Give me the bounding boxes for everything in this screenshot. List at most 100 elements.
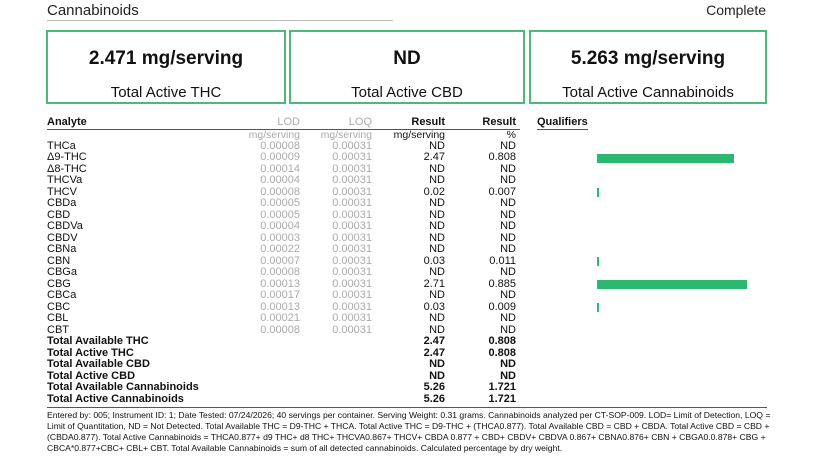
- unit-loq: mg/serving: [320, 129, 372, 141]
- result-pct-value: ND: [500, 208, 516, 221]
- footnote: Entered by: 005; Instrument ID: 1; Date …: [47, 410, 771, 453]
- result-pct-value: ND: [500, 243, 516, 255]
- analyte-name: CBNa: [47, 243, 77, 255]
- total-result: ND: [429, 369, 445, 382]
- loq-value: 0.00031: [332, 231, 372, 244]
- loq-value: 0.00031: [332, 208, 372, 221]
- total-name: Total Available Cannabinoids: [47, 381, 199, 393]
- lod-value: 0.00008: [260, 185, 300, 198]
- result-pct-value: ND: [500, 312, 516, 324]
- analyte-name: THCV: [47, 185, 77, 198]
- table-row: CBL 0.00021 0.00031 ND ND: [0, 312, 815, 325]
- result-value: ND: [429, 243, 445, 255]
- loq-value: 0.00031: [332, 266, 372, 278]
- table-row: Δ9-THC 0.00009 0.00031 2.47 0.808: [0, 151, 815, 164]
- result-pct-value: ND: [500, 197, 516, 209]
- total-row: Total Available THC 2.47 0.808: [0, 335, 815, 348]
- result-pct-value: 0.009: [488, 300, 516, 313]
- unit-lod: mg/serving: [248, 129, 300, 141]
- lod-value: 0.00004: [260, 174, 300, 186]
- lod-value: 0.00004: [260, 220, 300, 232]
- result-value: 2.47: [423, 151, 445, 163]
- total-name: Total Active Cannabinoids: [47, 392, 184, 405]
- qualifiers-divider: [537, 129, 588, 130]
- result-value: ND: [429, 231, 445, 244]
- loq-value: 0.00031: [332, 312, 372, 324]
- result-pct-value: ND: [500, 162, 516, 175]
- analyte-name: CBN: [47, 254, 71, 267]
- loq-value: 0.00031: [332, 289, 372, 301]
- table-row: CBCa 0.00017 0.00031 ND ND: [0, 289, 815, 302]
- total-pct: 0.808: [488, 346, 516, 359]
- result-pct-value: ND: [500, 231, 516, 244]
- analyte-name: CBG: [47, 277, 71, 290]
- total-result: 2.47: [423, 335, 445, 347]
- analyte-name: CBDV: [47, 231, 78, 244]
- loq-value: 0.00031: [332, 162, 372, 175]
- result-value: ND: [429, 208, 445, 221]
- total-active-cbd-value: ND: [393, 48, 421, 69]
- lod-value: 0.00007: [260, 254, 300, 267]
- result-pct-value: ND: [500, 323, 516, 336]
- result-pct-value: 0.011: [489, 254, 516, 267]
- result-pct-value: ND: [500, 266, 516, 278]
- total-row: Total Active Cannabinoids 5.26 1.721: [0, 392, 815, 406]
- lod-value: 0.00008: [260, 139, 300, 152]
- loq-value: 0.00031: [332, 139, 372, 152]
- footnote-divider: [47, 407, 767, 408]
- result-pct-value: ND: [500, 220, 516, 232]
- table-row: THCV 0.00008 0.00031 0.02 0.007: [0, 185, 815, 199]
- lod-value: 0.00021: [260, 312, 300, 324]
- result-pct-value: ND: [500, 174, 516, 186]
- result-pct-value: 0.007: [488, 185, 516, 198]
- result-value: 2.71: [423, 277, 445, 290]
- lod-value: 0.00013: [260, 277, 300, 290]
- analyte-name: Δ8-THC: [47, 162, 87, 175]
- table-row: CBGa 0.00008 0.00031 ND ND: [0, 266, 815, 279]
- loq-value: 0.00031: [332, 151, 372, 163]
- loq-value: 0.00031: [332, 243, 372, 255]
- header-lod: LOD: [277, 116, 300, 128]
- total-pct: 0.808: [488, 335, 516, 347]
- section-title: Cannabinoids: [47, 2, 139, 19]
- unit-result-pct: %: [506, 129, 516, 141]
- total-pct: 1.721: [488, 381, 516, 393]
- analyte-name: CBD: [47, 208, 71, 221]
- table-row: CBC 0.00013 0.00031 0.03 0.009: [0, 300, 815, 314]
- total-active-cannabinoids-label: Total Active Cannabinoids: [562, 84, 734, 101]
- total-name: Total Available THC: [47, 335, 149, 347]
- lod-value: 0.00017: [260, 289, 300, 301]
- total-result: ND: [429, 358, 445, 370]
- table-row: Δ8-THC 0.00014 0.00031 ND ND: [0, 162, 815, 176]
- table-row: CBNa 0.00022 0.00031 ND ND: [0, 243, 815, 256]
- result-value: ND: [429, 312, 445, 324]
- analyte-name: CBC: [47, 300, 71, 313]
- table-row: CBDVa 0.00004 0.00031 ND ND: [0, 220, 815, 233]
- table-row: CBDa 0.00005 0.00031 ND ND: [0, 197, 815, 210]
- qualifier-bar: [597, 153, 735, 163]
- table-row: CBG 0.00013 0.00031 2.71 0.885: [0, 277, 815, 291]
- loq-value: 0.00031: [332, 185, 372, 198]
- result-value: ND: [429, 162, 445, 175]
- analyte-name: CBDVa: [47, 220, 83, 232]
- total-pct: ND: [500, 369, 516, 382]
- analyte-name: CBCa: [47, 289, 77, 301]
- analyte-name: THCa: [47, 139, 76, 152]
- result-value: ND: [429, 174, 445, 186]
- qualifier-bar: [597, 257, 599, 266]
- result-value: ND: [429, 220, 445, 232]
- total-result: 5.26: [423, 392, 445, 405]
- total-active-cbd-card: ND Total Active CBD: [289, 30, 525, 104]
- loq-value: 0.00031: [332, 254, 372, 267]
- header-result-pct: Result: [482, 116, 516, 128]
- loq-value: 0.00031: [332, 220, 372, 232]
- result-value: ND: [429, 323, 445, 336]
- lod-value: 0.00014: [260, 162, 300, 175]
- result-pct-value: ND: [500, 289, 516, 301]
- total-active-cannabinoids-card: 5.263 mg/serving Total Active Cannabinoi…: [529, 30, 767, 104]
- header-loq: LOQ: [348, 116, 372, 128]
- lod-value: 0.00013: [260, 300, 300, 313]
- total-name: Total Available CBD: [47, 358, 150, 370]
- total-active-cbd-label: Total Active CBD: [351, 84, 463, 101]
- lod-value: 0.00008: [260, 323, 300, 336]
